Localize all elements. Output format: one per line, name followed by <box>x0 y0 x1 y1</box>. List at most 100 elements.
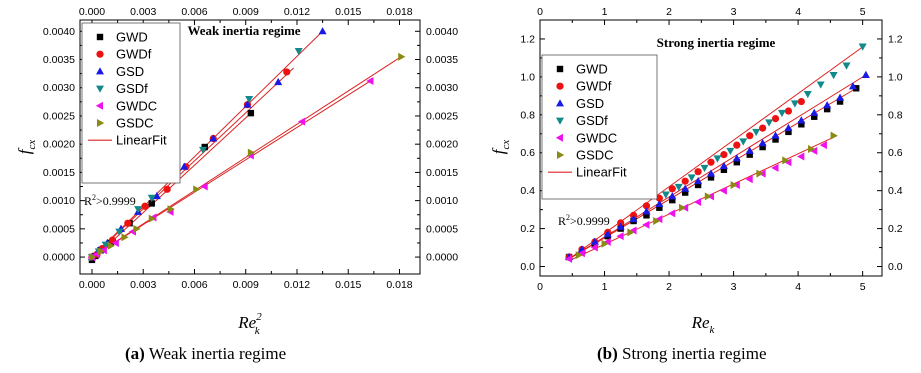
data-point-gwdc <box>616 232 624 241</box>
x-tick-label-top: 0.006 <box>181 6 207 18</box>
data-point-gsdf <box>858 43 867 51</box>
y-tick-label-right: 0.0020 <box>426 139 458 151</box>
caption-b-letter: (b) <box>597 344 618 363</box>
data-point-gsd <box>848 82 857 90</box>
y-tick-label-right: 0.0015 <box>426 167 458 179</box>
legend-box <box>541 54 658 200</box>
data-point-gwd <box>823 105 831 113</box>
y-tick-label-right: 0.0005 <box>426 223 458 235</box>
data-point-gwd <box>785 128 792 136</box>
data-point-gwdf <box>694 168 702 176</box>
data-point-gwdc <box>366 76 374 85</box>
data-point-gsdc <box>653 217 661 226</box>
data-point-gwdc <box>99 246 107 255</box>
data-point-gwd <box>836 98 844 105</box>
data-point-gsd <box>810 108 819 116</box>
data-point-gwdc <box>603 237 611 246</box>
y-tick-label-right: 1.0 <box>888 71 903 83</box>
data-point-gwd <box>798 121 805 128</box>
y-tick-label-left: 0.4 <box>520 185 535 197</box>
x-tick-label-top: 0.012 <box>284 6 310 18</box>
x-tick-label-bottom: 0.012 <box>284 279 310 291</box>
x-tick-label-top: 0.003 <box>130 6 156 18</box>
data-point-gwd <box>656 204 663 211</box>
data-point-gsd <box>836 93 845 101</box>
legend-label-gsdf: GSDf <box>116 81 148 96</box>
data-point-gsdc <box>193 185 201 194</box>
linear-fit-line <box>91 56 402 258</box>
caption-b-text: Strong inertia regime <box>617 344 767 363</box>
legend-marker-gwd <box>96 33 104 41</box>
data-point-gwdc <box>693 198 702 207</box>
x-tick-label-bottom: 0.000 <box>79 279 105 291</box>
data-point-gsdc <box>133 224 141 233</box>
legend-marker-gsdf <box>556 117 564 125</box>
data-point-gwdc <box>111 238 119 247</box>
data-point-gsd <box>745 146 754 154</box>
data-point-gsdf <box>294 48 303 56</box>
data-point-gsdf <box>147 194 156 202</box>
data-point-gsd <box>590 237 599 245</box>
data-point-gsdc <box>97 247 105 256</box>
y-tick-label-left: 0.8 <box>520 109 535 121</box>
data-point-gsd <box>732 154 741 162</box>
data-point-gwdc <box>745 175 753 184</box>
y-tick-label-left: 1.0 <box>520 71 535 83</box>
data-point-gwdf <box>797 97 805 106</box>
figure-canvas: 0.0000.0000.0030.0030.0060.0060.0090.009… <box>15 6 903 337</box>
data-point-gsd <box>603 230 612 238</box>
data-point-gsd <box>655 199 664 207</box>
data-point-gwd <box>681 189 689 196</box>
x-tick-label-top: 2 <box>666 6 672 18</box>
data-point-gwdc <box>784 158 792 167</box>
data-point-gwdc <box>642 220 650 229</box>
r2-annotation: R2>0.9999 <box>558 213 610 228</box>
data-point-gwdf <box>707 158 715 166</box>
y-tick-label-left: 0.6 <box>520 147 535 159</box>
data-point-gsdc <box>148 214 156 223</box>
data-point-gsdc <box>575 251 583 260</box>
y-tick-label-left: 0.0025 <box>43 110 75 122</box>
data-point-gsd <box>861 70 870 78</box>
x-tick-label-bottom: 4 <box>795 281 801 293</box>
data-point-gsdc <box>830 131 838 140</box>
data-point-gsd <box>694 176 703 185</box>
data-point-gsdc <box>756 169 764 178</box>
y-tick-label-left: 0.0005 <box>43 223 75 235</box>
x-tick-label-bottom: 5 <box>860 281 866 293</box>
data-point-gwdc <box>297 117 306 126</box>
y-tick-label-left: 0.2 <box>520 223 535 235</box>
x-tick-label-top: 0 <box>537 6 543 18</box>
data-point-gwdf <box>733 141 741 149</box>
data-point-gsd <box>642 207 651 215</box>
legend-label-gsdf: GSDf <box>576 113 608 128</box>
data-point-gwdc <box>819 141 827 150</box>
legend-marker-gsdc <box>97 119 105 127</box>
legend-label-gwdc: GWDC <box>116 98 157 113</box>
data-point-gsdf <box>726 147 735 156</box>
y-tick-label-left: 0.0010 <box>43 195 75 207</box>
data-point-gsdf <box>777 109 786 118</box>
data-point-gwdf <box>759 124 767 132</box>
x-axis-label: Rek <box>691 313 716 336</box>
data-point-gsdf <box>803 90 812 99</box>
x-tick-label-top: 0.009 <box>233 6 259 18</box>
caption-a-letter: (a) <box>125 344 145 363</box>
data-point-gwdf <box>746 132 754 140</box>
data-point-gsdc <box>678 203 687 212</box>
data-point-gsdc <box>627 228 635 237</box>
data-point-gsdc <box>88 253 97 262</box>
data-point-gsdf <box>115 228 124 236</box>
data-point-gsdc <box>121 233 129 242</box>
legend-label-gwdc: GWDC <box>576 130 617 145</box>
data-point-gsdf <box>661 191 670 199</box>
data-point-gwdf <box>681 177 689 185</box>
legend-marker-gwdc <box>95 101 103 110</box>
y-tick-label-right: 0.2 <box>888 223 903 235</box>
data-point-gwdf <box>283 68 291 76</box>
caption-a: (a) Weak inertia regime <box>125 344 286 364</box>
data-point-gwdc <box>655 215 663 224</box>
data-point-gsdc <box>782 156 790 165</box>
legend-label-gsd: GSD <box>116 64 144 79</box>
data-point-gwd <box>746 151 753 158</box>
